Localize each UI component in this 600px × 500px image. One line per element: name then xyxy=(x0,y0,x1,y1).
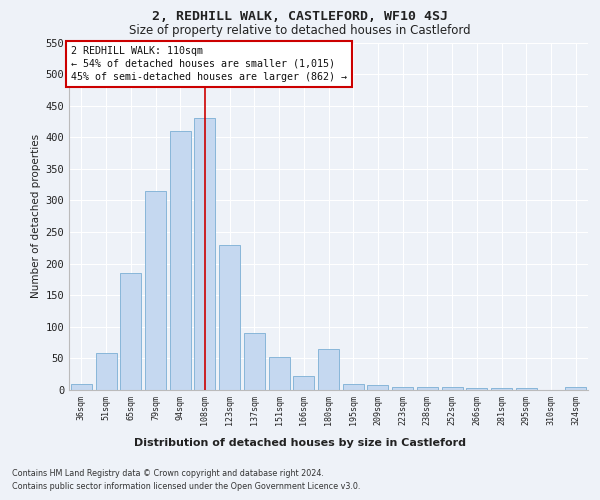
Bar xyxy=(466,388,487,390)
Bar xyxy=(120,273,141,390)
Bar xyxy=(516,388,537,390)
Text: Contains HM Land Registry data © Crown copyright and database right 2024.: Contains HM Land Registry data © Crown c… xyxy=(12,468,324,477)
Bar xyxy=(343,384,364,390)
Bar xyxy=(219,244,240,390)
Text: 2 REDHILL WALK: 110sqm
← 54% of detached houses are smaller (1,015)
45% of semi-: 2 REDHILL WALK: 110sqm ← 54% of detached… xyxy=(71,46,347,82)
Bar xyxy=(392,387,413,390)
Bar xyxy=(491,388,512,390)
Bar xyxy=(367,385,388,390)
Bar xyxy=(95,354,116,390)
Bar xyxy=(269,357,290,390)
Text: Distribution of detached houses by size in Castleford: Distribution of detached houses by size … xyxy=(134,438,466,448)
Bar xyxy=(293,376,314,390)
Bar xyxy=(442,387,463,390)
Y-axis label: Number of detached properties: Number of detached properties xyxy=(31,134,41,298)
Bar xyxy=(71,384,92,390)
Bar xyxy=(565,387,586,390)
Text: Size of property relative to detached houses in Castleford: Size of property relative to detached ho… xyxy=(129,24,471,37)
Text: 2, REDHILL WALK, CASTLEFORD, WF10 4SJ: 2, REDHILL WALK, CASTLEFORD, WF10 4SJ xyxy=(152,10,448,23)
Bar xyxy=(244,333,265,390)
Bar xyxy=(318,349,339,390)
Bar xyxy=(417,387,438,390)
Bar xyxy=(145,191,166,390)
Text: Contains public sector information licensed under the Open Government Licence v3: Contains public sector information licen… xyxy=(12,482,361,491)
Bar xyxy=(170,131,191,390)
Bar xyxy=(194,118,215,390)
